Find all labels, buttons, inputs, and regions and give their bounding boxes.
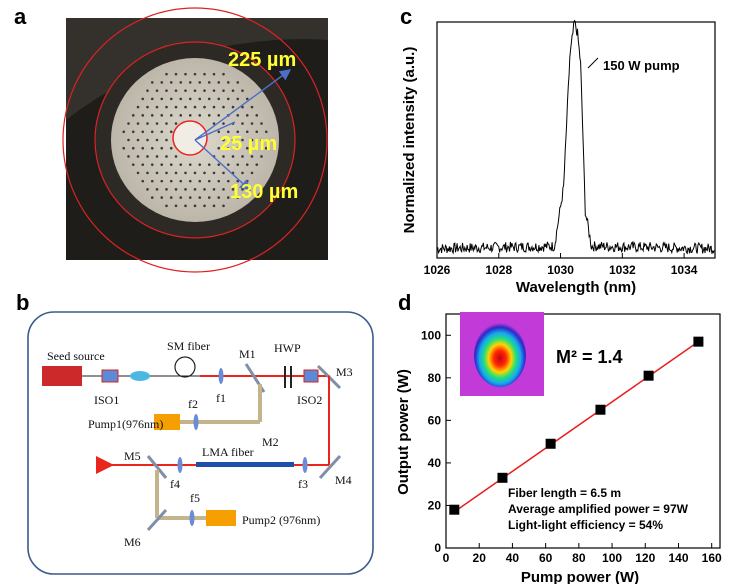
y-tick-label: 100 [421,328,441,342]
label-iso1: ISO1 [94,393,119,407]
x-tick-label: 1026 [424,263,451,277]
y-tick-label: 0 [434,541,441,555]
data-point [545,438,556,449]
power-chart: 0 20 40 60 80 100 120 140 160 0 20 40 60 80 100 M² = 1… [395,312,722,584]
label-25um: 25 µm [220,133,277,155]
label-f5: f5 [190,491,200,505]
dimension-arrows [194,69,292,191]
annotation-arrow [587,57,599,69]
info-fiber-length: Fiber length = 6.5 m [508,486,621,500]
y-axis-title: Output power (W) [395,369,412,495]
x-tick-label: 120 [635,551,655,565]
info-efficiency: Light-light efficiency = 54% [508,518,663,532]
beam-spot [474,323,526,387]
x-tick-label: 80 [572,551,586,565]
x-tick-label: 20 [473,551,487,565]
y-axis-title: Normalized intensity (a.u.) [401,47,418,234]
label-pump1: Pump1(976nm) [88,417,163,431]
data-point [595,404,606,415]
x-tick-label: 1032 [609,263,636,277]
panel-label-b: b [16,290,30,315]
x-tick-label: 1028 [485,263,512,277]
linear-fit-line [453,341,699,513]
y-tick-label: 40 [428,456,442,470]
spectrum-chart: 1026 1028 1030 1032 1034 150 W pump Waveleng… [401,19,716,296]
setup-schematic: Seed source ISO1 SM fiber f1 M1 HWP ISO2… [27,311,374,575]
label-225um: 225 µm [228,49,296,71]
label-m1: M1 [239,347,256,361]
x-tick-label: 100 [602,551,622,565]
label-iso2: ISO2 [297,393,322,407]
annotation-label: 150 W pump [603,58,680,73]
label-f3: f3 [298,477,308,491]
label-f1: f1 [216,391,226,405]
x-tick-label: 0 [443,551,450,565]
data-point [449,504,460,515]
x-tick-label: 160 [702,551,722,565]
label-m5: M5 [124,449,141,463]
label-sm-fiber: SM fiber [167,339,210,353]
x-axis-title: Pump power (W) [521,569,639,584]
fiber-cross-section-image: 225 µm 25 µm 130 µm [62,7,328,273]
label-m2: M2 [262,435,279,449]
label-f2: f2 [188,397,198,411]
data-point [643,370,654,381]
label-m3: M3 [336,365,353,379]
spectrum-line [436,19,715,255]
y-tick-label: 80 [428,371,442,385]
label-hwp: HWP [274,341,301,355]
x-tick-label: 60 [539,551,553,565]
label-m4: M4 [335,473,352,487]
data-point [693,336,704,347]
label-pump2: Pump2 (976nm) [242,513,320,527]
spectrum-plot-frame [436,21,716,259]
seed-source-box [42,366,82,386]
info-average-power: Average amplified power = 97W [508,502,689,516]
x-tick-label: 140 [668,551,688,565]
pump1-box [154,414,180,430]
y-tick-label: 20 [428,498,442,512]
label-lma-fiber: LMA fiber [202,445,254,459]
label-f4: f4 [170,477,180,491]
x-axis-title: Wavelength (nm) [516,279,636,296]
pump2-box [206,510,236,526]
x-tick-label: 1034 [671,263,698,277]
label-seed-source: Seed source [47,349,105,363]
x-tick-label: 1030 [547,263,574,277]
m2-label: M² = 1.4 [556,347,623,367]
y-tick-label: 60 [428,413,442,427]
data-point [497,472,508,483]
label-130um: 130 µm [230,181,298,203]
panel-label-c: c [400,4,413,29]
panel-label-d: d [398,290,412,315]
panel-label-a: a [14,4,27,29]
x-tick-label: 40 [506,551,520,565]
label-m6: M6 [124,535,141,549]
